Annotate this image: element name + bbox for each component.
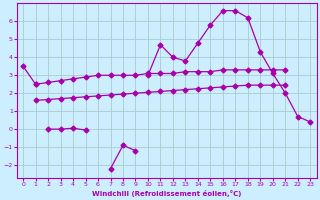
X-axis label: Windchill (Refroidissement éolien,°C): Windchill (Refroidissement éolien,°C) xyxy=(92,190,241,197)
